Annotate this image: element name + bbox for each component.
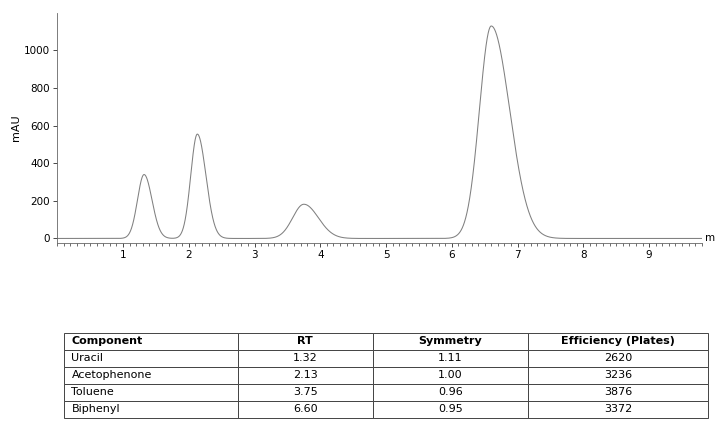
Text: 6.60: 6.60 xyxy=(293,404,318,414)
Bar xyxy=(528,383,708,401)
Text: min: min xyxy=(705,233,716,243)
Bar xyxy=(373,333,528,350)
Text: 3372: 3372 xyxy=(604,404,632,414)
Text: Component: Component xyxy=(72,336,142,346)
Text: 1.11: 1.11 xyxy=(438,353,463,363)
Text: Uracil: Uracil xyxy=(72,353,103,363)
Bar xyxy=(64,401,238,418)
Bar xyxy=(373,367,528,383)
Text: Efficiency (Plates): Efficiency (Plates) xyxy=(561,336,675,346)
Text: 2620: 2620 xyxy=(604,353,632,363)
Bar xyxy=(238,401,373,418)
Bar xyxy=(238,333,373,350)
Text: Acetophenone: Acetophenone xyxy=(72,370,152,380)
Bar xyxy=(373,383,528,401)
Y-axis label: mAU: mAU xyxy=(11,115,21,141)
Text: Toluene: Toluene xyxy=(72,387,115,397)
Bar xyxy=(373,401,528,418)
Text: RT: RT xyxy=(298,336,313,346)
Text: 3.75: 3.75 xyxy=(293,387,318,397)
Bar xyxy=(64,383,238,401)
Bar xyxy=(528,401,708,418)
Text: 2.13: 2.13 xyxy=(293,370,318,380)
Bar xyxy=(64,367,238,383)
Text: 3876: 3876 xyxy=(604,387,632,397)
Bar xyxy=(528,350,708,367)
Bar xyxy=(528,367,708,383)
Text: 0.96: 0.96 xyxy=(438,387,463,397)
Bar xyxy=(528,333,708,350)
Text: Biphenyl: Biphenyl xyxy=(72,404,120,414)
Text: Symmetry: Symmetry xyxy=(418,336,483,346)
Text: 3236: 3236 xyxy=(604,370,632,380)
Bar xyxy=(64,350,238,367)
Bar xyxy=(238,367,373,383)
Text: 1.32: 1.32 xyxy=(293,353,318,363)
Bar xyxy=(238,350,373,367)
Bar xyxy=(373,350,528,367)
Bar xyxy=(64,333,238,350)
Bar xyxy=(238,383,373,401)
Text: 1.00: 1.00 xyxy=(438,370,463,380)
Text: 0.95: 0.95 xyxy=(438,404,463,414)
